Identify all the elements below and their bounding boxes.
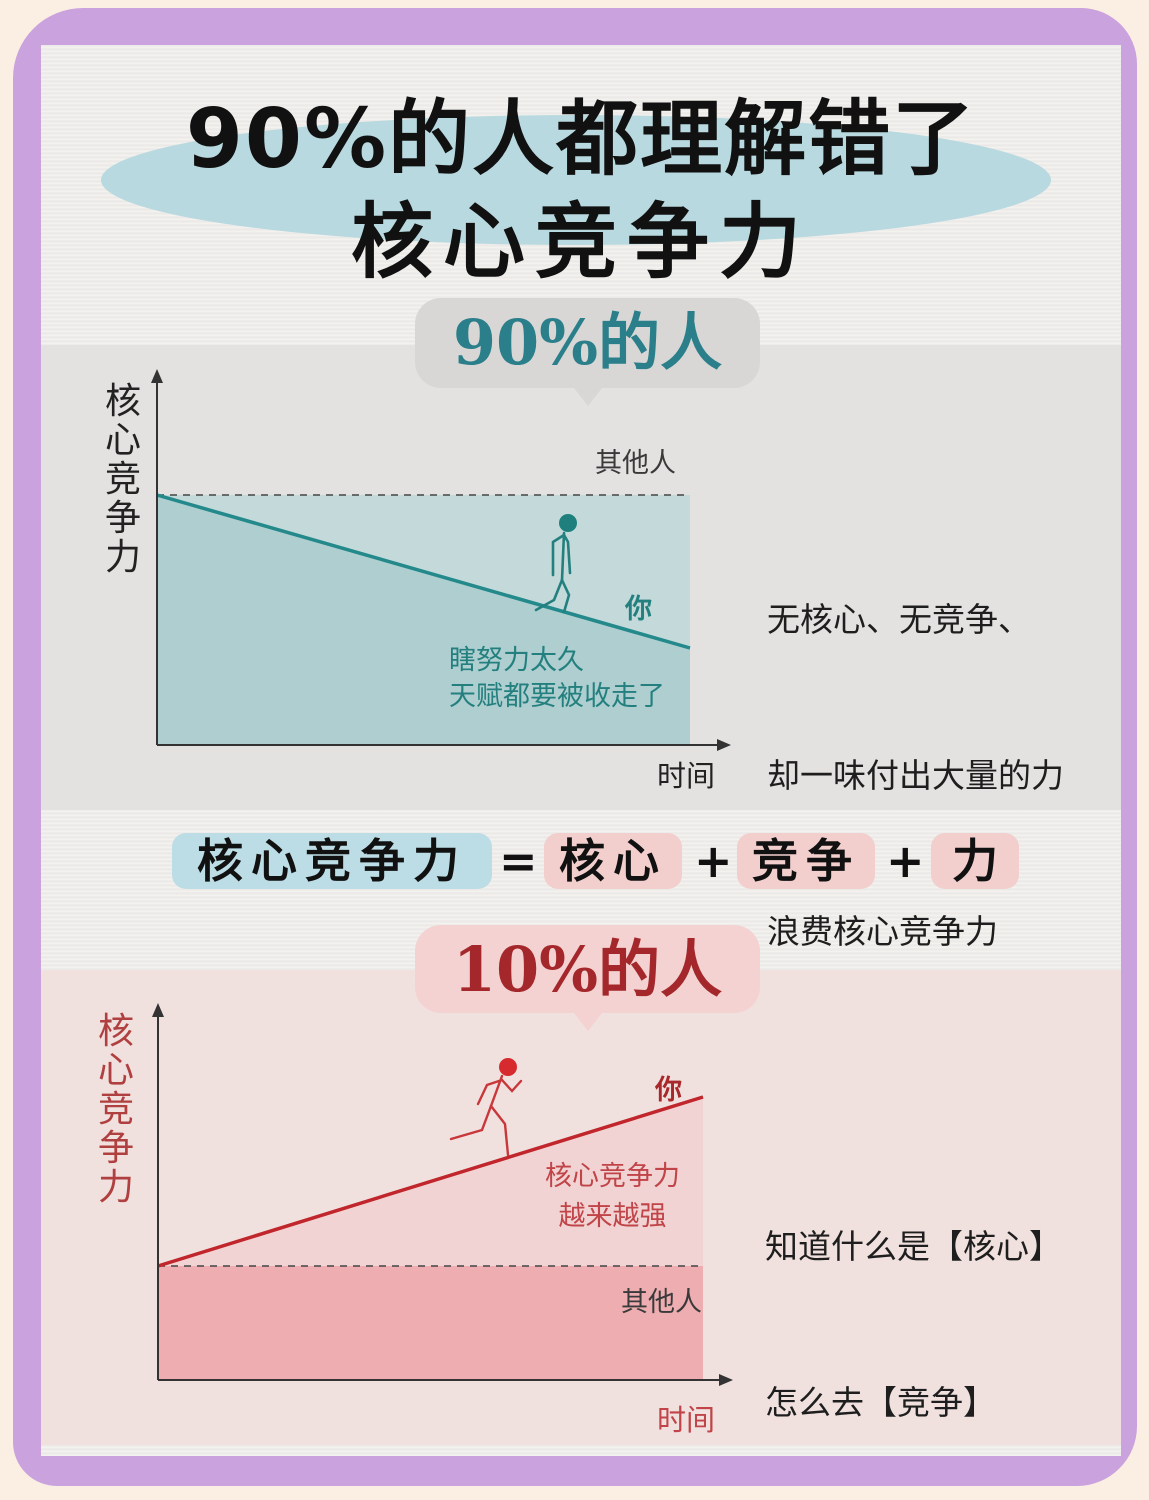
equation-plus-1: + [694,834,733,888]
minority-chart-fill-lower [158,1266,703,1380]
page-title-line2: 核心竞争力 [350,195,811,290]
minority-y-axis-label: 核 心 竞 争 力 [97,1011,134,1208]
majority-x-axis-label: 时间 [657,759,716,793]
majority-description: 无核心、无竞争、 却一味付出大量的力 浪费核心竞争力 [767,600,1064,951]
minority-x-axis-label: 时间 [657,1403,716,1437]
page-title-line1: 90%的人都理解错了 [185,92,977,187]
minority-you-line [157,1095,704,1268]
majority-chart-fill-lower [157,495,690,745]
title-highlight-ellipse [101,115,1051,245]
x-axis-arrow-icon [717,739,731,751]
minority-you-label: 你 [655,1075,682,1106]
majority-bubble-label: 90%的人 [452,306,723,379]
equation-term-core: 核心 [544,833,682,889]
equation-lhs: 核心竞争力 [172,833,492,889]
minority-others-label: 其他人 [621,1287,702,1318]
x-axis-arrow-icon [719,1374,733,1386]
minority-chart [152,1003,733,1386]
equation-term-compete: 竞争 [737,833,875,889]
equation-equals: = [499,834,538,888]
minority-note: 核心竞争力 越来越强 [545,1161,680,1232]
y-axis-arrow-icon [151,369,163,383]
walking-figure-icon [534,514,577,614]
y-axis-arrow-icon [152,1003,164,1017]
majority-others-label: 其他人 [595,448,676,479]
running-figure-icon [449,1058,523,1157]
majority-bubble: 90%的人 [415,298,760,406]
bubble-tail-icon [573,388,602,406]
equation-plus-2: + [886,834,925,888]
majority-note: 瞎努力太久 天赋都要被收走了 [449,645,665,712]
minority-description: 知道什么是【核心】 怎么去【竞争】 在对的方向长期付出 [765,1227,1062,1422]
majority-you-label: 你 [625,594,652,625]
paper-panel: 90%的人都理解错了 核心竞争力 90%的人 核 心 竞 [41,45,1121,1456]
minority-bubble: 10%的人 [415,925,760,1031]
majority-you-line [156,493,691,650]
bubble-tail-icon [573,1013,602,1031]
majority-y-axis-label: 核 心 竞 争 力 [104,381,141,578]
minority-bubble-label: 10%的人 [452,933,723,1006]
equation-term-power: 力 [931,833,1019,889]
majority-chart [151,369,731,751]
